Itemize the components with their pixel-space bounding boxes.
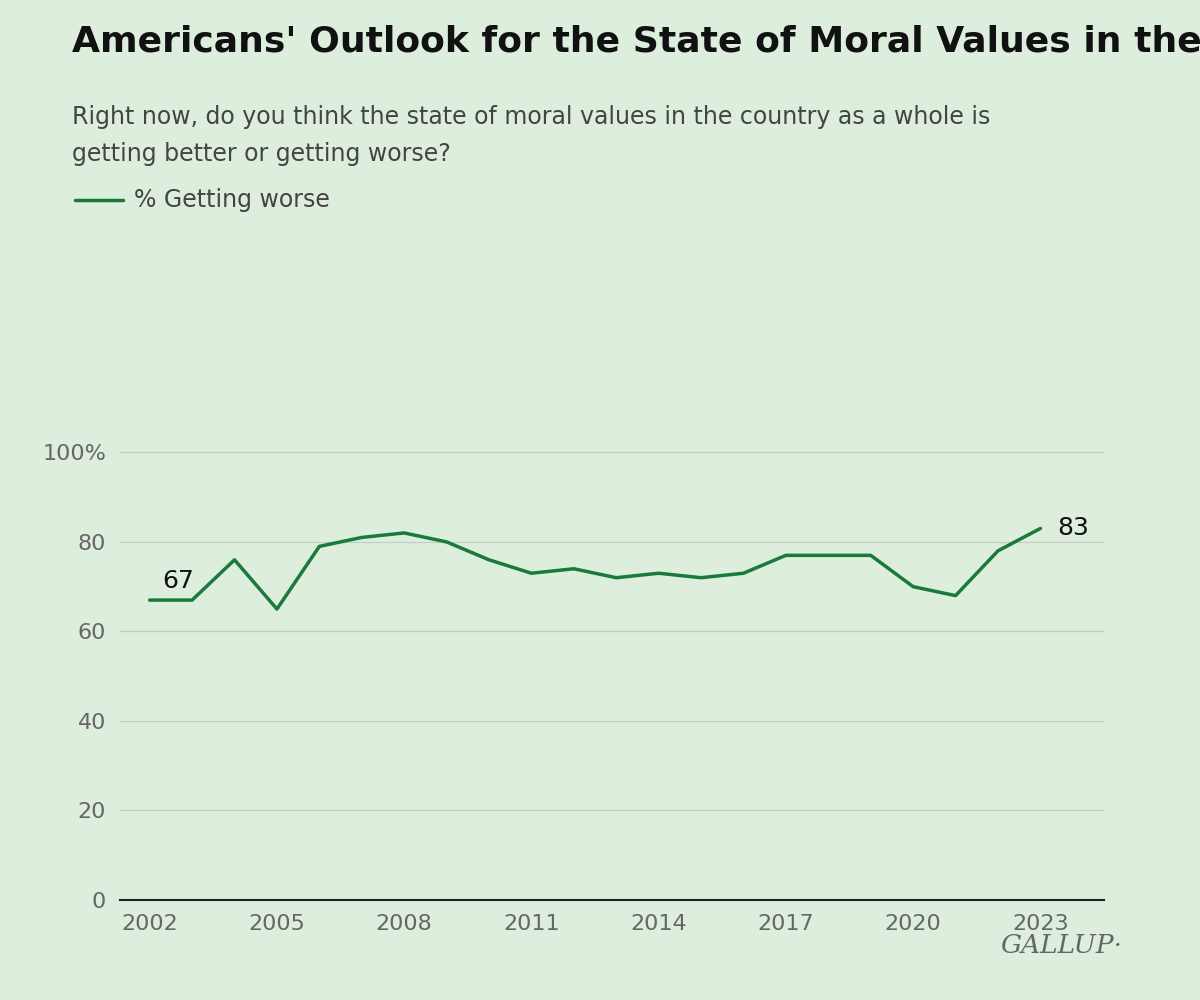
Text: % Getting worse: % Getting worse [134, 188, 330, 212]
Text: GALLUP·: GALLUP· [1000, 933, 1122, 958]
Text: getting better or getting worse?: getting better or getting worse? [72, 142, 451, 166]
Text: Right now, do you think the state of moral values in the country as a whole is: Right now, do you think the state of mor… [72, 105, 990, 129]
Text: 83: 83 [1057, 516, 1090, 540]
Text: 67: 67 [162, 569, 194, 593]
Text: Americans' Outlook for the State of Moral Values in the U.S.: Americans' Outlook for the State of Mora… [72, 25, 1200, 59]
